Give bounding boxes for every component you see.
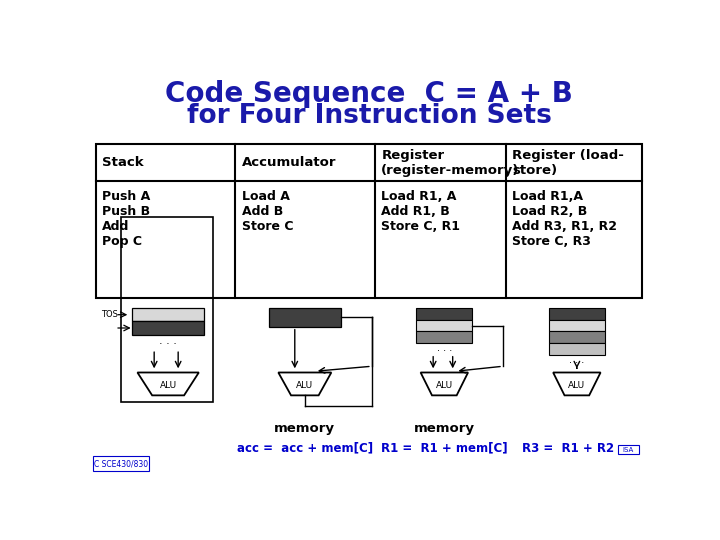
Text: Accumulator: Accumulator [242,156,336,169]
Bar [121,217,213,402]
Bar [132,308,204,321]
Text: ALU: ALU [160,381,176,390]
Text: ISA: ISA [623,447,634,453]
Bar [549,343,605,355]
Text: R1 =  R1 + mem[C]: R1 = R1 + mem[C] [381,442,508,455]
Polygon shape [553,373,600,395]
Bar [549,320,605,332]
Text: · · ·: · · · [159,339,177,349]
Text: Load R1, A
Add R1, B
Store C, R1: Load R1, A Add R1, B Store C, R1 [382,191,460,233]
Text: acc =  acc + mem[C]: acc = acc + mem[C] [237,442,373,455]
Bar [132,321,204,335]
Polygon shape [138,373,199,395]
Bar [549,308,605,320]
Text: memory: memory [274,422,336,435]
Text: ALU: ALU [568,381,585,390]
Bar [269,308,341,327]
Text: Code Sequence  C = A + B: Code Sequence C = A + B [165,80,573,108]
Bar [96,144,642,298]
Text: memory: memory [414,422,474,435]
Polygon shape [420,373,468,395]
Text: for Four Instruction Sets: for Four Instruction Sets [186,103,552,129]
Text: · · ·: · · · [570,358,585,368]
Text: Load A
Add B
Store C: Load A Add B Store C [242,191,293,233]
Text: · · ·: · · · [437,346,452,356]
Bar [93,456,148,471]
Bar [549,332,605,343]
Text: ALU: ALU [436,381,453,390]
Text: C SCE430/830: C SCE430/830 [94,459,148,468]
Bar [416,308,472,320]
Bar [416,320,472,332]
Text: Stack: Stack [102,156,144,169]
Bar [618,446,639,454]
Text: R3 =  R1 + R2: R3 = R1 + R2 [523,442,615,455]
Text: Load R1,A
Load R2, B
Add R3, R1, R2
Store C, R3: Load R1,A Load R2, B Add R3, R1, R2 Stor… [513,191,618,248]
Text: ALU: ALU [296,381,313,390]
Text: TOS: TOS [101,310,118,319]
Text: Register
(register-memory): Register (register-memory) [382,148,520,177]
Text: Register (load-
store): Register (load- store) [513,148,624,177]
Bar [416,332,472,343]
Text: Push A
Push B
Add
Pop C: Push A Push B Add Pop C [102,191,150,248]
Polygon shape [279,373,331,395]
